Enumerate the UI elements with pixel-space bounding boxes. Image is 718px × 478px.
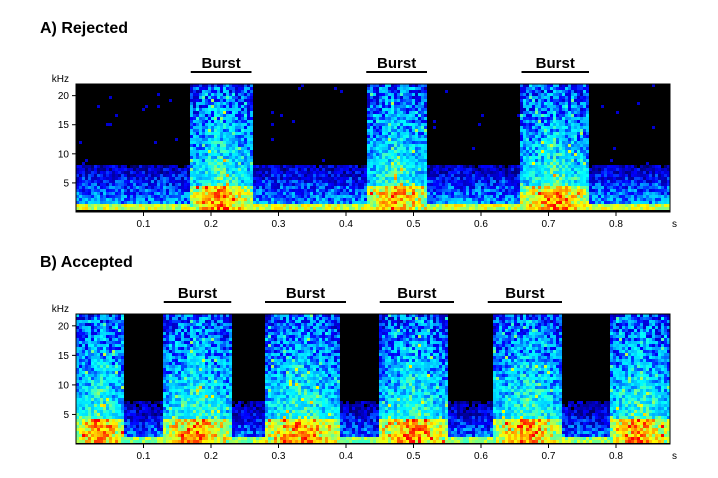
- burst-label: Burst: [536, 55, 575, 72]
- burst-label: Burst: [178, 285, 217, 302]
- x-tick-label: 0.2: [204, 451, 218, 462]
- plot-frame: [75, 83, 671, 213]
- spectrogram-heatmap: [76, 84, 670, 210]
- panel-b-title: B) Accepted: [40, 254, 133, 271]
- x-tick-label: 0.7: [542, 219, 556, 230]
- burst-label: Burst: [202, 55, 241, 72]
- burst-label: Burst: [286, 285, 325, 302]
- y-tick-label: 10: [58, 380, 70, 391]
- y-tick-label: 5: [63, 410, 69, 421]
- x-tick-label: 0.2: [204, 219, 218, 230]
- x-tick-label: 0.4: [339, 451, 353, 462]
- x-axis-unit: s: [672, 451, 677, 462]
- x-tick-label: 0.6: [474, 451, 488, 462]
- x-tick-label: 0.3: [272, 451, 286, 462]
- x-tick-label: 0.7: [542, 451, 556, 462]
- y-tick-label: 20: [58, 321, 70, 332]
- plot-frame: [75, 313, 671, 445]
- panel-a-title: A) Rejected: [40, 20, 129, 37]
- burst-label: Burst: [397, 285, 436, 302]
- spectrogram-panel-a: 5 10 15 20 kHz 0.1 0.2 0.3 0.4 0.5 0.6 0.7 0.8 s Burst…: [52, 55, 677, 230]
- x-tick-label: 0.3: [272, 219, 286, 230]
- x-axis-unit: s: [672, 219, 677, 230]
- y-axis-unit: kHz: [52, 304, 69, 315]
- y-tick-label: 15: [58, 120, 70, 131]
- burst-label: Burst: [505, 285, 544, 302]
- x-tick-label: 0.8: [609, 219, 623, 230]
- burst-label: Burst: [377, 55, 416, 72]
- y-tick-label: 10: [58, 149, 70, 160]
- y-tick-label: 15: [58, 351, 70, 362]
- x-tick-label: 0.1: [137, 451, 151, 462]
- x-tick-label: 0.1: [137, 219, 151, 230]
- x-tick-label: 0.8: [609, 451, 623, 462]
- x-tick-label: 0.4: [339, 219, 353, 230]
- y-tick-label: 5: [63, 178, 69, 189]
- x-tick-label: 0.5: [407, 451, 421, 462]
- spectrogram-heatmap: [76, 314, 670, 443]
- y-tick-label: 20: [58, 91, 70, 102]
- x-tick-label: 0.5: [407, 219, 421, 230]
- x-tick-label: 0.6: [474, 219, 488, 230]
- spectrogram-panel-b: 5 10 15 20 kHz 0.1 0.2 0.3 0.4 0.5 0.6 0.7 0.8 s Burst…: [52, 285, 677, 462]
- y-axis-unit: kHz: [52, 74, 69, 85]
